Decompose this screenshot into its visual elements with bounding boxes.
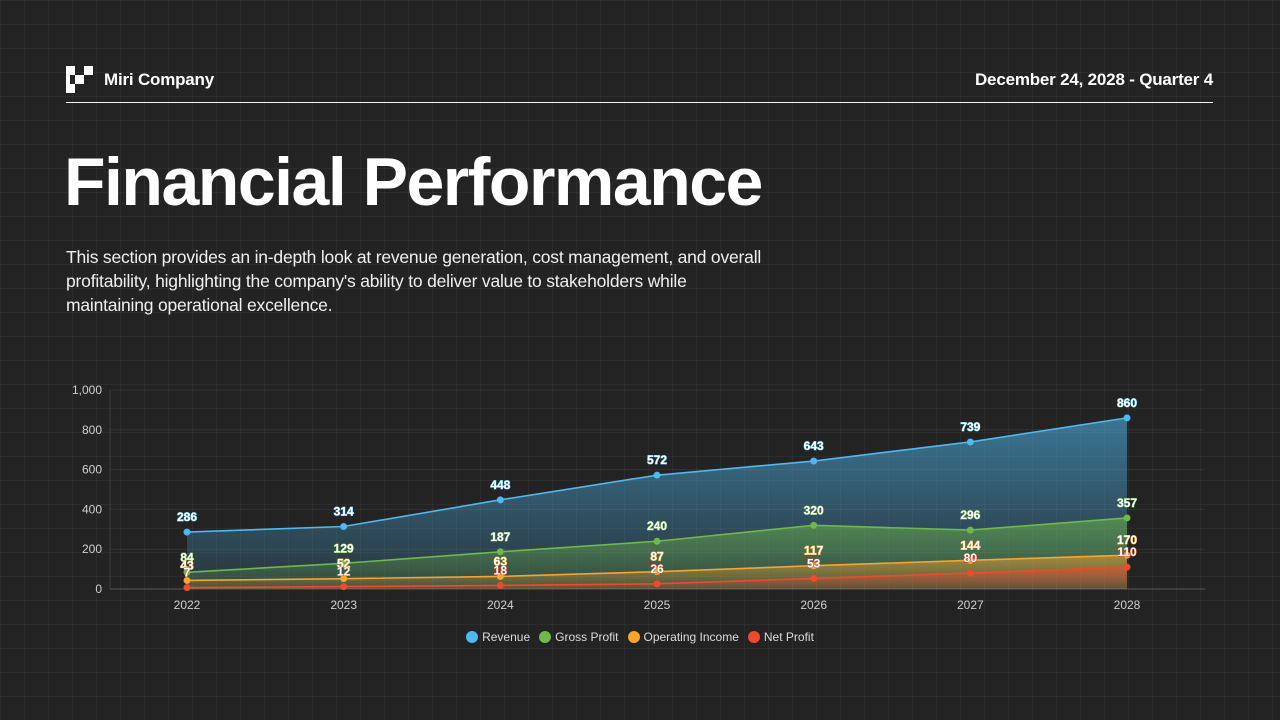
svg-text:43: 43 [180,558,194,572]
svg-text:170: 170 [1117,533,1137,547]
legend-dot-icon [466,631,479,643]
legend-label: Gross Profit [555,630,619,644]
svg-text:18: 18 [494,563,508,577]
svg-text:200: 200 [82,542,102,556]
svg-text:572: 572 [647,453,667,467]
svg-text:400: 400 [82,502,102,516]
legend-item-operating-income[interactable]: Operating Income [627,630,739,644]
svg-text:320: 320 [804,503,824,517]
legend-dot-icon [627,631,640,643]
svg-text:84: 84 [180,550,194,564]
legend-label: Operating Income [643,630,739,644]
checkerboard-logo-icon [66,66,93,93]
svg-text:80: 80 [964,551,978,565]
svg-text:448: 448 [490,478,510,492]
svg-text:110: 110 [1117,545,1137,559]
svg-text:2022: 2022 [174,598,201,612]
chart-legend: Revenue Gross Profit Operating Income Net P… [0,630,1280,644]
legend-label: Revenue [482,630,531,644]
legend-dot-icon [747,631,760,643]
svg-text:187: 187 [490,530,510,544]
svg-text:87: 87 [650,550,664,564]
svg-text:7: 7 [184,566,191,580]
svg-text:643: 643 [804,439,824,453]
svg-text:860: 860 [1117,396,1137,410]
legend-item-net-profit[interactable]: Net Profit [747,630,814,644]
svg-text:129: 129 [334,541,354,555]
svg-text:2024: 2024 [487,598,514,612]
svg-text:1,000: 1,000 [72,383,102,397]
svg-text:240: 240 [647,519,667,533]
svg-text:739: 739 [960,420,980,434]
legend-item-gross-profit[interactable]: Gross Profit [539,630,619,644]
brand: Miri Company [66,66,214,93]
svg-text:12: 12 [337,565,351,579]
svg-text:52: 52 [337,557,351,571]
svg-text:800: 800 [82,423,102,437]
svg-text:2026: 2026 [800,598,827,612]
financial-area-chart: 0 200 400 600 800 1,000 2022 2023 2024 2025 2026 20… [0,370,1280,660]
page-description: This section provides an in-depth look a… [66,247,762,315]
svg-text:144: 144 [960,538,980,552]
svg-text:2027: 2027 [957,598,984,612]
legend-label: Net Profit [763,630,814,644]
svg-text:53: 53 [807,556,821,570]
svg-text:2028: 2028 [1114,598,1141,612]
svg-text:357: 357 [1117,496,1137,510]
svg-text:286: 286 [177,510,197,524]
svg-text:26: 26 [650,562,664,576]
svg-text:0: 0 [95,582,102,596]
svg-text:600: 600 [82,463,102,477]
svg-text:296: 296 [960,508,980,522]
svg-text:2023: 2023 [330,598,357,612]
legend-dot-icon [539,631,552,643]
svg-text:2025: 2025 [644,598,671,612]
svg-text:314: 314 [334,505,354,519]
svg-text:63: 63 [494,554,508,568]
header: Miri Company December 24, 2028 - Quarter… [66,66,1213,103]
page-title: Financial Performance [64,144,763,220]
svg-text:117: 117 [804,544,824,558]
company-name: Miri Company [104,70,215,89]
chart-canvas: 0 200 400 600 800 1,000 2022 2023 2024 2025 2026 20… [72,383,1205,612]
legend-item-revenue[interactable]: Revenue [466,630,530,644]
report-date: December 24, 2028 - Quarter 4 [974,70,1213,89]
